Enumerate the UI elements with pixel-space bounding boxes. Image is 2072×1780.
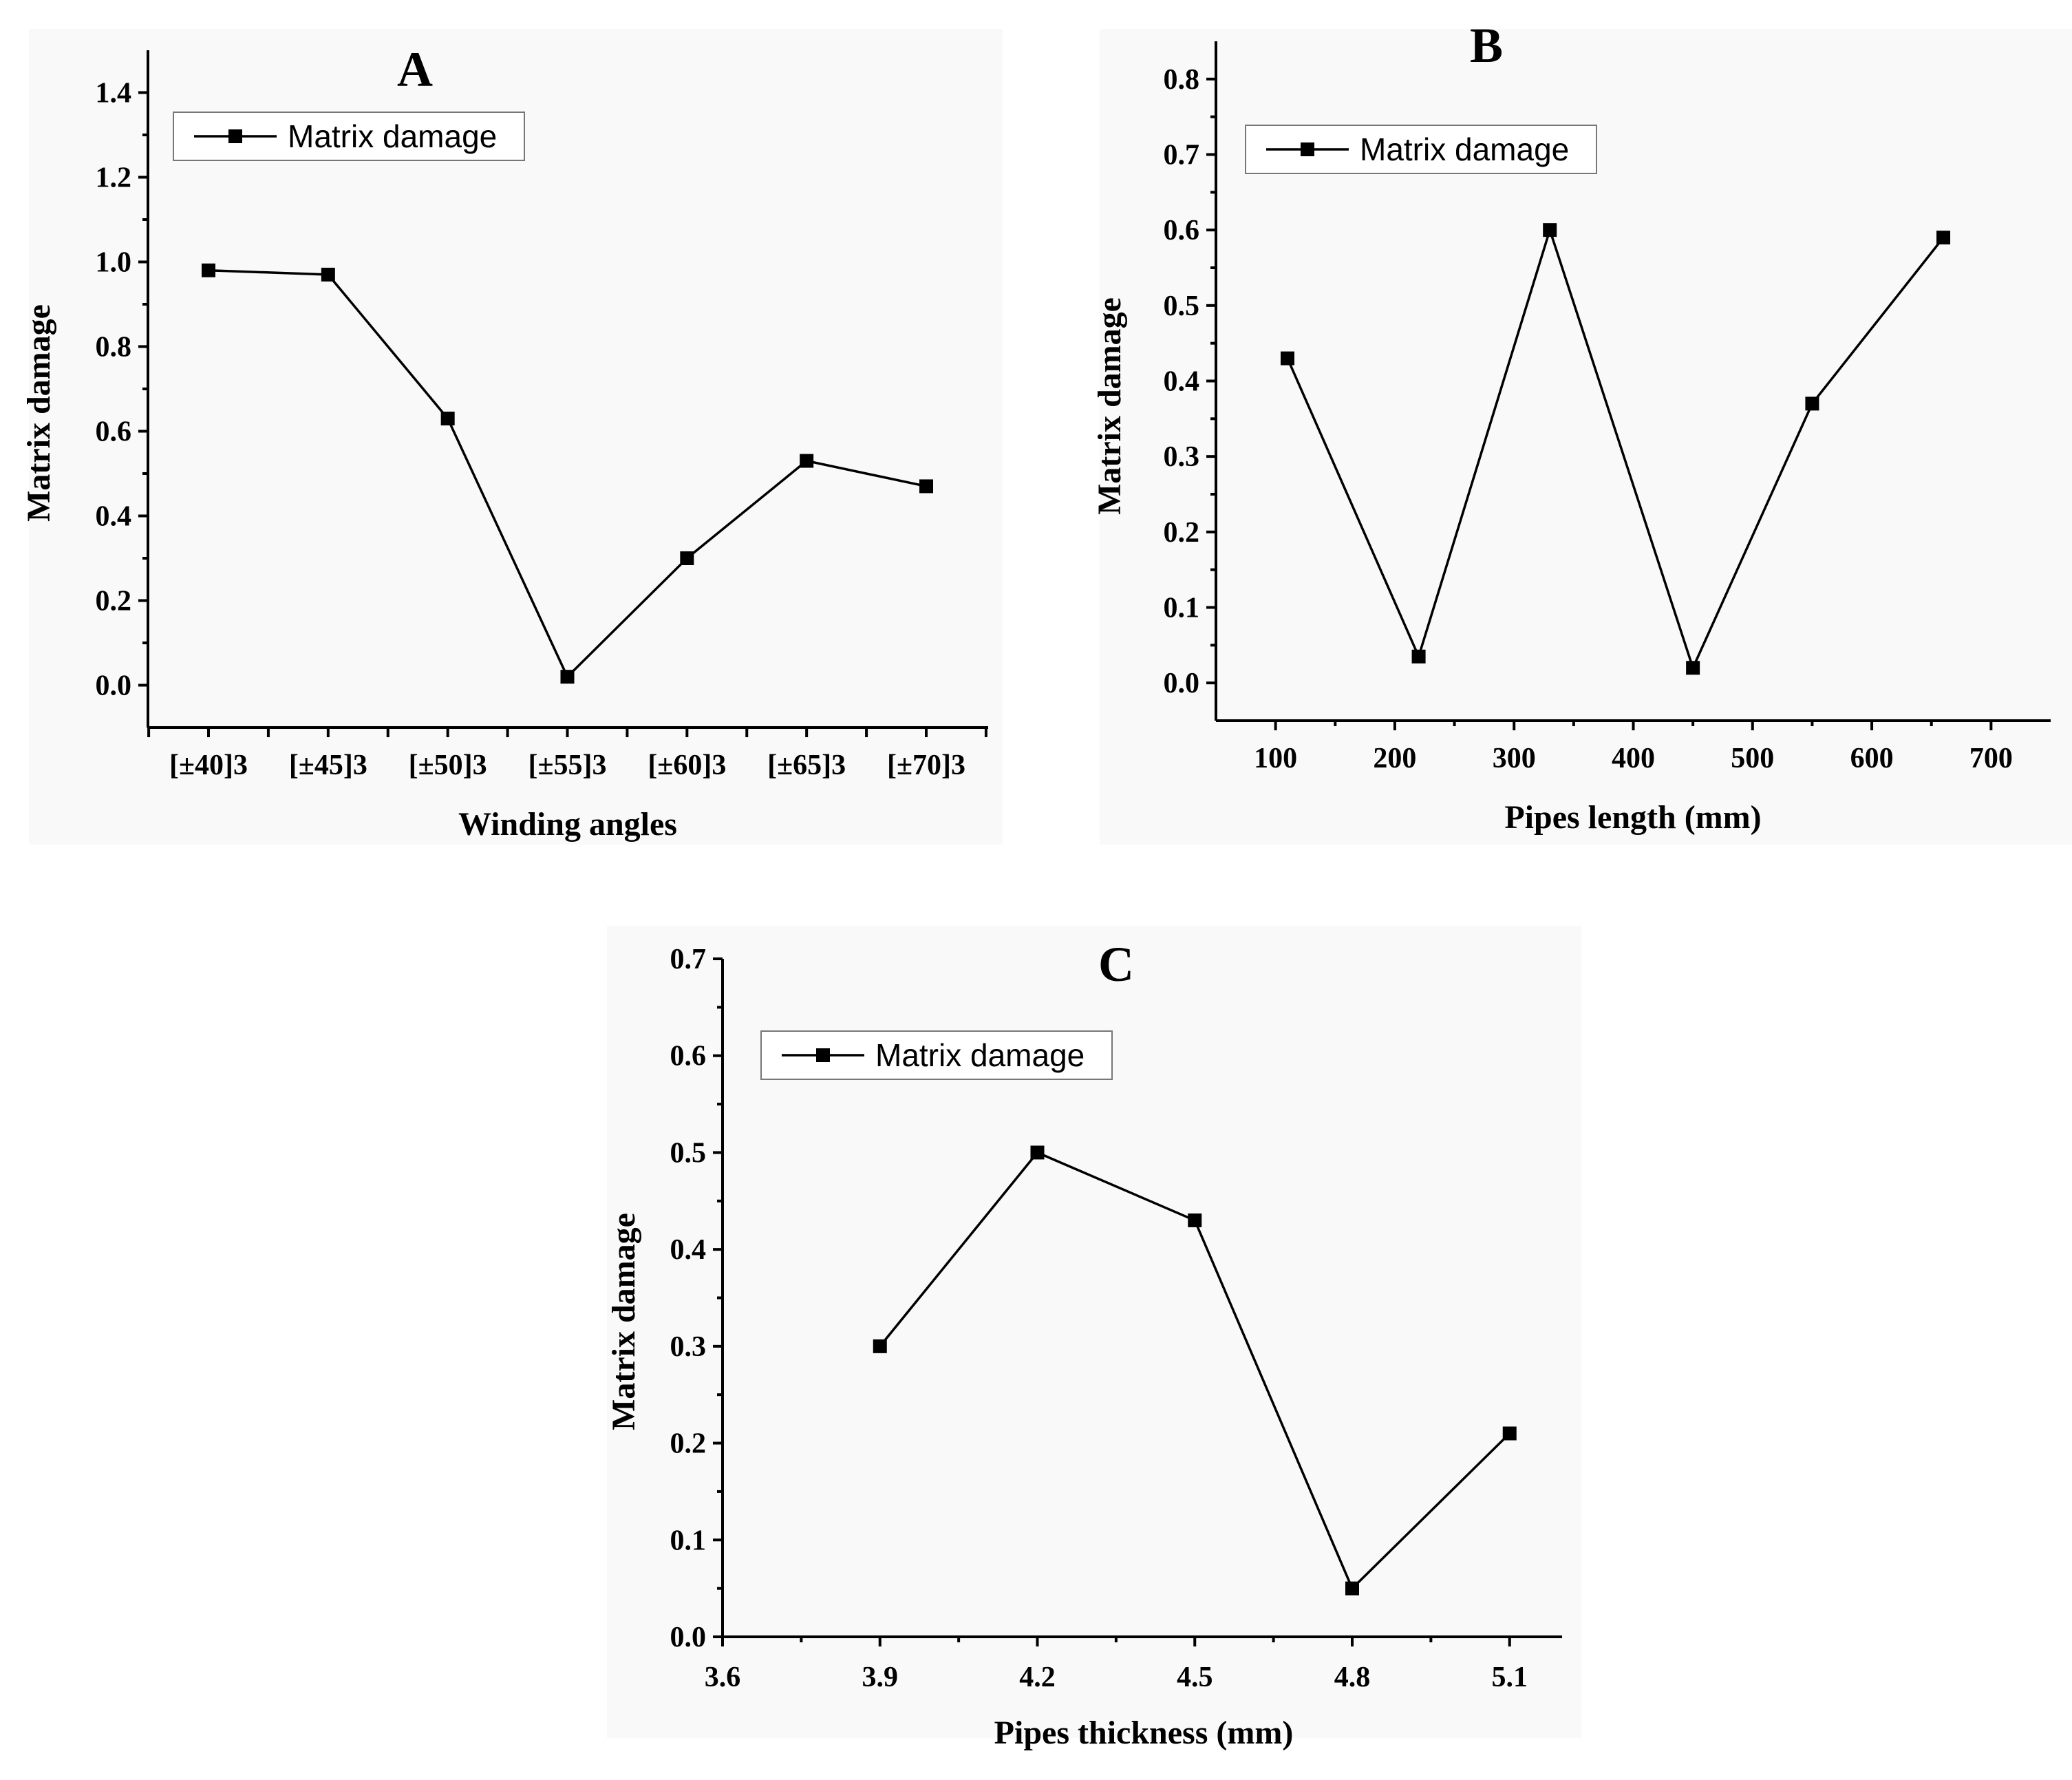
legend-label-a: Matrix damage <box>288 118 497 154</box>
data-point-b <box>1280 351 1294 365</box>
data-point-a <box>321 267 335 282</box>
data-point-c <box>1188 1213 1202 1227</box>
x-tick-label-a: [±50]3 <box>409 750 487 781</box>
x-tick-label-c: 4.8 <box>1334 1662 1371 1693</box>
y-axis-title-b: Matrix damage <box>1091 297 1128 515</box>
y-tick-label-c: 0.3 <box>670 1331 707 1363</box>
x-tick-label-a: [±40]3 <box>169 750 248 781</box>
data-point-b <box>1543 223 1557 237</box>
data-point-a <box>919 479 933 494</box>
x-axis-title-a: Winding angles <box>458 806 677 843</box>
x-tick-label-b: 500 <box>1731 743 1774 774</box>
panel-title-a: A <box>397 42 433 97</box>
x-axis-title-b: Pipes length (mm) <box>1504 799 1761 836</box>
panel-background-a <box>29 29 1003 845</box>
y-tick-label-c: 0.7 <box>670 944 707 975</box>
chart-panel-b: 0.0 0.1 0.2 0.3 0.4 0.5 0.6 0.7 0.8 100 200 300 400 5… <box>1091 18 2072 845</box>
x-tick-label-a: [±70]3 <box>887 750 965 781</box>
x-axis-title-c: Pipes thickness (mm) <box>994 1715 1294 1751</box>
panel-title-b: B <box>1470 18 1503 73</box>
legend-marker-b <box>1301 142 1314 156</box>
data-point-a <box>560 670 575 684</box>
x-tick-label-b: 400 <box>1612 743 1655 774</box>
y-tick-label-a: 0.8 <box>96 332 132 363</box>
x-tick-label-b: 700 <box>1969 743 2013 774</box>
legend-label-c: Matrix damage <box>875 1037 1085 1073</box>
data-point-a <box>800 454 814 468</box>
x-tick-label-b: 100 <box>1254 743 1297 774</box>
data-point-b <box>1686 661 1700 675</box>
x-tick-label-c: 3.6 <box>705 1662 741 1693</box>
data-point-b <box>1805 396 1819 411</box>
x-tick-label-c: 4.5 <box>1177 1662 1213 1693</box>
data-point-a <box>440 412 455 426</box>
x-tick-label-b: 300 <box>1493 743 1536 774</box>
y-tick-label-a: 1.2 <box>96 162 132 194</box>
data-point-a <box>680 551 694 565</box>
data-point-c <box>1030 1145 1045 1160</box>
x-tick-label-c: 5.1 <box>1492 1662 1528 1693</box>
panel-title-c: C <box>1098 937 1134 992</box>
y-tick-label-c: 0.5 <box>670 1137 707 1169</box>
y-tick-label-b: 0.5 <box>1164 290 1200 322</box>
legend-marker-c <box>816 1048 830 1062</box>
x-tick-label-c: 3.9 <box>862 1662 899 1693</box>
y-tick-label-a: 1.4 <box>96 78 132 109</box>
data-point-a <box>202 263 215 277</box>
y-tick-label-c: 0.1 <box>670 1525 707 1556</box>
y-tick-label-b: 0.0 <box>1164 668 1200 699</box>
y-tick-label-b: 0.1 <box>1164 593 1200 624</box>
data-point-c <box>1345 1581 1359 1596</box>
data-point-c <box>1502 1426 1517 1441</box>
y-tick-label-c: 0.0 <box>670 1622 707 1653</box>
x-tick-label-b: 200 <box>1373 743 1416 774</box>
chart-panel-c: 0.0 0.1 0.2 0.3 0.4 0.5 0.6 0.7 3.6 3.9 4.2 4.5 4.8 5… <box>606 926 1581 1751</box>
y-axis-title-a: Matrix damage <box>21 304 57 522</box>
y-axis-title-c: Matrix damage <box>606 1213 642 1430</box>
x-tick-label-b: 600 <box>1850 743 1894 774</box>
y-tick-label-b: 0.7 <box>1164 140 1200 171</box>
x-tick-label-a: [±45]3 <box>289 750 367 781</box>
y-tick-label-b: 0.8 <box>1164 64 1200 96</box>
y-tick-label-a: 0.6 <box>96 416 132 448</box>
y-tick-label-b: 0.2 <box>1164 517 1200 549</box>
x-tick-label-a: [±55]3 <box>528 750 606 781</box>
y-tick-label-a: 0.2 <box>96 586 132 617</box>
y-tick-label-b: 0.3 <box>1164 441 1200 473</box>
y-tick-label-a: 0.0 <box>96 670 132 702</box>
y-tick-label-c: 0.4 <box>670 1234 707 1266</box>
y-tick-label-c: 0.2 <box>670 1428 707 1460</box>
data-point-b <box>1411 649 1426 664</box>
y-tick-label-b: 0.6 <box>1164 215 1200 246</box>
x-tick-label-c: 4.2 <box>1019 1662 1056 1693</box>
y-tick-label-a: 1.0 <box>96 247 132 279</box>
y-tick-label-c: 0.6 <box>670 1041 707 1072</box>
y-tick-label-a: 0.4 <box>96 501 132 533</box>
chart-panel-a: 0.0 0.2 0.4 0.6 0.8 1.0 1.2 1.4 [±40]3 [±45]3 [±50… <box>21 29 1003 845</box>
x-tick-label-a: [±65]3 <box>767 750 846 781</box>
series-line-b <box>1286 226 1945 672</box>
y-tick-label-b: 0.4 <box>1164 366 1200 398</box>
legend-marker-a <box>228 129 242 143</box>
legend-label-b: Matrix damage <box>1360 131 1569 167</box>
data-point-b <box>1936 231 1951 245</box>
x-tick-label-a: [±60]3 <box>648 750 726 781</box>
data-point-c <box>873 1339 887 1353</box>
